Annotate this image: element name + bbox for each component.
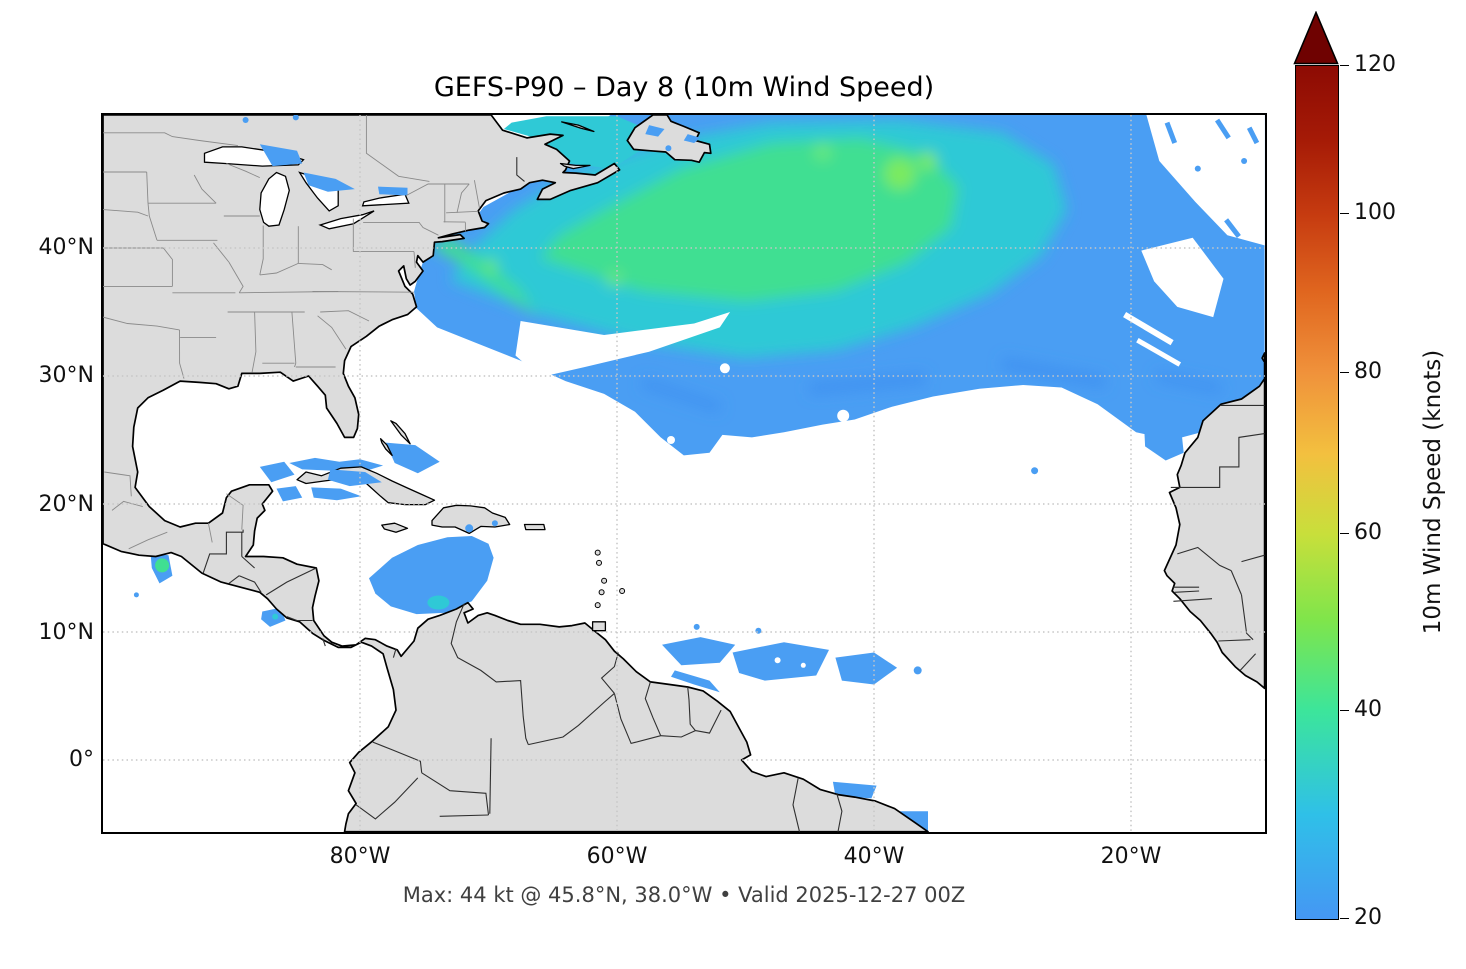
lon-tick-label: 60°W: [586, 844, 648, 869]
colorbar-tickmark: [1340, 213, 1349, 214]
lat-tick-label: 40°N: [38, 235, 94, 260]
colorbar-tick-label: 20: [1354, 905, 1382, 930]
colorbar-tickmark: [1340, 372, 1349, 373]
colorbar-tick-label: 80: [1354, 359, 1382, 384]
chart-title: GEFS-P90 – Day 8 (10m Wind Speed): [433, 72, 935, 103]
lat-tick-label: 20°N: [38, 492, 94, 517]
colorbar-tick-label: 60: [1354, 520, 1382, 545]
colorbar-tickmark: [1340, 533, 1349, 534]
colorbar-label: 10m Wind Speed (knots): [1420, 349, 1446, 635]
colorbar-tick-label: 120: [1354, 52, 1396, 77]
lat-tick-label: 30°N: [38, 363, 94, 388]
map-plot-area: [101, 113, 1267, 834]
lon-tick-label: 20°W: [1100, 844, 1162, 869]
colorbar-tick-label: 100: [1354, 200, 1396, 225]
wind-speed-map: [103, 115, 1265, 832]
lon-tick-label: 40°W: [843, 844, 905, 869]
colorbar-tickmark: [1340, 918, 1349, 919]
lat-tick-label: 10°N: [38, 620, 94, 645]
lon-tick-label: 80°W: [329, 844, 391, 869]
colorbar-tickmark: [1340, 710, 1349, 711]
chart-subtitle: Max: 44 kt @ 45.8°N, 38.0°W • Valid 2025…: [402, 883, 966, 907]
colorbar-tickmark: [1340, 65, 1349, 66]
colorbar: [1295, 65, 1339, 920]
colorbar-tick-label: 40: [1354, 697, 1382, 722]
colorbar-extend-arrow: [1293, 11, 1339, 65]
lat-tick-label: 0°: [69, 747, 94, 772]
